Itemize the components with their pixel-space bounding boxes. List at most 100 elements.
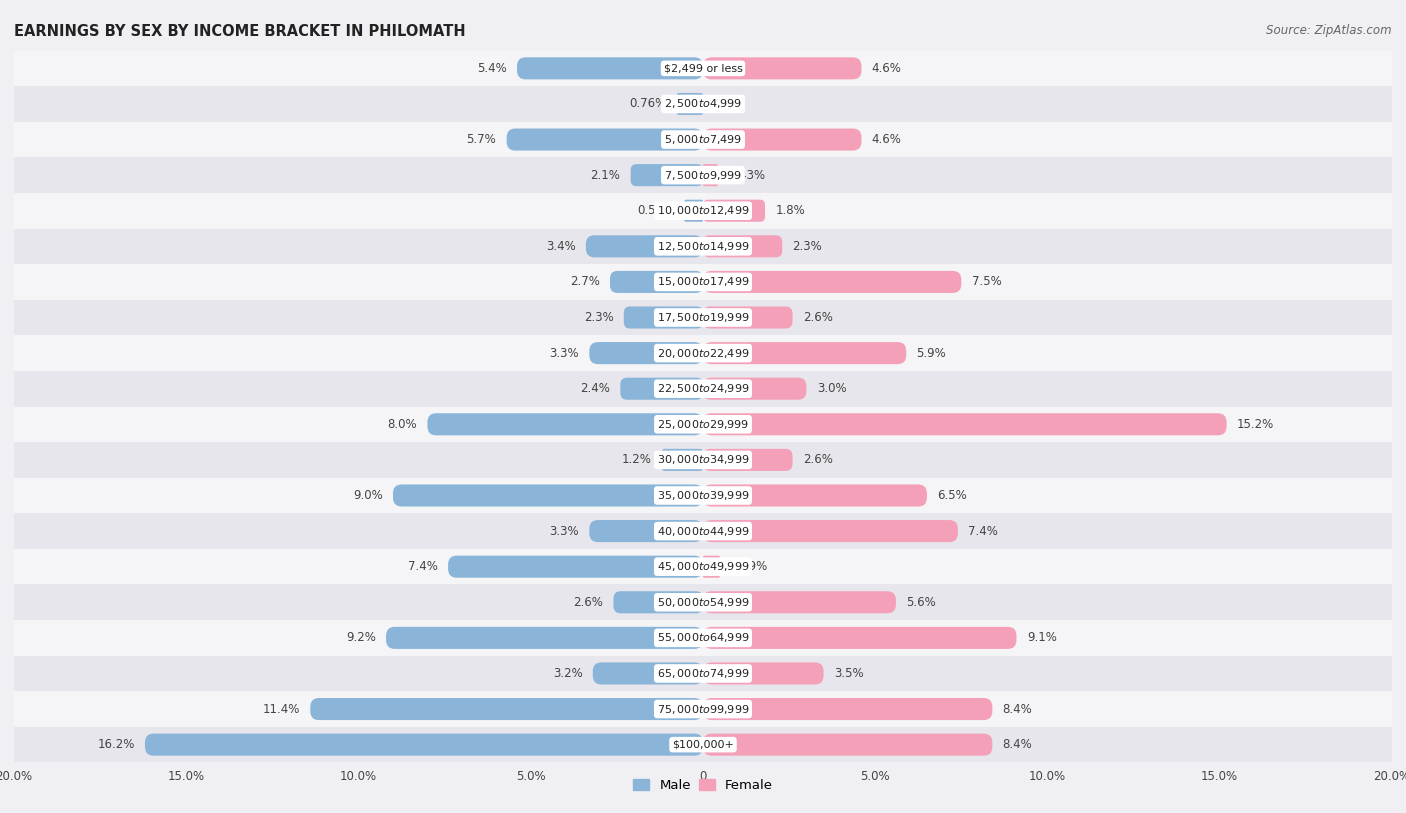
Legend: Male, Female: Male, Female bbox=[627, 773, 779, 797]
Text: 2.1%: 2.1% bbox=[591, 168, 620, 181]
Bar bbox=[14, 549, 1392, 585]
Bar bbox=[14, 228, 1392, 264]
Text: 1.2%: 1.2% bbox=[621, 454, 651, 467]
Text: 3.3%: 3.3% bbox=[550, 346, 579, 359]
FancyBboxPatch shape bbox=[589, 520, 703, 542]
Bar bbox=[14, 300, 1392, 335]
FancyBboxPatch shape bbox=[703, 235, 782, 258]
Text: 9.1%: 9.1% bbox=[1026, 632, 1057, 645]
FancyBboxPatch shape bbox=[631, 164, 703, 186]
Text: $20,000 to $22,499: $20,000 to $22,499 bbox=[657, 346, 749, 359]
FancyBboxPatch shape bbox=[703, 342, 907, 364]
Text: $22,500 to $24,999: $22,500 to $24,999 bbox=[657, 382, 749, 395]
Text: $2,499 or less: $2,499 or less bbox=[664, 63, 742, 73]
Text: 8.4%: 8.4% bbox=[1002, 702, 1032, 715]
Text: 9.2%: 9.2% bbox=[346, 632, 375, 645]
Bar bbox=[14, 585, 1392, 620]
Bar bbox=[14, 86, 1392, 122]
FancyBboxPatch shape bbox=[703, 413, 1226, 435]
FancyBboxPatch shape bbox=[703, 58, 862, 80]
FancyBboxPatch shape bbox=[676, 93, 703, 115]
Bar bbox=[14, 478, 1392, 513]
Text: 15.2%: 15.2% bbox=[1237, 418, 1274, 431]
FancyBboxPatch shape bbox=[703, 128, 862, 150]
Text: 0.54%: 0.54% bbox=[637, 204, 673, 217]
Text: 8.4%: 8.4% bbox=[1002, 738, 1032, 751]
Bar bbox=[14, 158, 1392, 193]
FancyBboxPatch shape bbox=[311, 698, 703, 720]
FancyBboxPatch shape bbox=[589, 342, 703, 364]
Text: $12,500 to $14,999: $12,500 to $14,999 bbox=[657, 240, 749, 253]
Bar bbox=[14, 50, 1392, 86]
Text: 4.6%: 4.6% bbox=[872, 133, 901, 146]
Bar bbox=[14, 406, 1392, 442]
Bar bbox=[14, 691, 1392, 727]
FancyBboxPatch shape bbox=[427, 413, 703, 435]
Text: 5.4%: 5.4% bbox=[477, 62, 506, 75]
Bar bbox=[14, 122, 1392, 158]
FancyBboxPatch shape bbox=[586, 235, 703, 258]
Text: 3.2%: 3.2% bbox=[553, 667, 582, 680]
FancyBboxPatch shape bbox=[703, 698, 993, 720]
FancyBboxPatch shape bbox=[703, 733, 993, 755]
Text: $25,000 to $29,999: $25,000 to $29,999 bbox=[657, 418, 749, 431]
FancyBboxPatch shape bbox=[517, 58, 703, 80]
Text: 16.2%: 16.2% bbox=[97, 738, 135, 751]
Text: 3.3%: 3.3% bbox=[550, 524, 579, 537]
Bar bbox=[14, 727, 1392, 763]
Bar bbox=[14, 335, 1392, 371]
Text: $40,000 to $44,999: $40,000 to $44,999 bbox=[657, 524, 749, 537]
Text: 2.3%: 2.3% bbox=[793, 240, 823, 253]
Text: 0.0%: 0.0% bbox=[713, 98, 742, 111]
Text: $65,000 to $74,999: $65,000 to $74,999 bbox=[657, 667, 749, 680]
Text: 7.4%: 7.4% bbox=[969, 524, 998, 537]
Text: 5.6%: 5.6% bbox=[907, 596, 936, 609]
Text: 0.49%: 0.49% bbox=[730, 560, 768, 573]
FancyBboxPatch shape bbox=[703, 271, 962, 293]
Text: $15,000 to $17,499: $15,000 to $17,499 bbox=[657, 276, 749, 289]
Bar bbox=[14, 371, 1392, 406]
Bar bbox=[14, 620, 1392, 655]
FancyBboxPatch shape bbox=[145, 733, 703, 755]
FancyBboxPatch shape bbox=[703, 591, 896, 613]
FancyBboxPatch shape bbox=[703, 378, 807, 400]
Text: 2.4%: 2.4% bbox=[581, 382, 610, 395]
Text: $2,500 to $4,999: $2,500 to $4,999 bbox=[664, 98, 742, 111]
FancyBboxPatch shape bbox=[449, 555, 703, 578]
Bar bbox=[14, 442, 1392, 478]
Text: $100,000+: $100,000+ bbox=[672, 740, 734, 750]
FancyBboxPatch shape bbox=[703, 485, 927, 506]
FancyBboxPatch shape bbox=[624, 307, 703, 328]
Text: 3.4%: 3.4% bbox=[546, 240, 575, 253]
Text: 2.3%: 2.3% bbox=[583, 311, 613, 324]
Text: $7,500 to $9,999: $7,500 to $9,999 bbox=[664, 168, 742, 181]
Bar bbox=[14, 264, 1392, 300]
Text: 8.0%: 8.0% bbox=[388, 418, 418, 431]
Bar bbox=[14, 193, 1392, 228]
Text: 0.43%: 0.43% bbox=[728, 168, 765, 181]
Text: 9.0%: 9.0% bbox=[353, 489, 382, 502]
FancyBboxPatch shape bbox=[506, 128, 703, 150]
FancyBboxPatch shape bbox=[392, 485, 703, 506]
FancyBboxPatch shape bbox=[703, 307, 793, 328]
FancyBboxPatch shape bbox=[593, 663, 703, 685]
FancyBboxPatch shape bbox=[703, 520, 957, 542]
Text: 2.6%: 2.6% bbox=[803, 311, 832, 324]
FancyBboxPatch shape bbox=[703, 200, 765, 222]
FancyBboxPatch shape bbox=[703, 627, 1017, 649]
Text: 0.76%: 0.76% bbox=[630, 98, 666, 111]
Text: 11.4%: 11.4% bbox=[263, 702, 299, 715]
Text: 1.8%: 1.8% bbox=[775, 204, 806, 217]
Text: $45,000 to $49,999: $45,000 to $49,999 bbox=[657, 560, 749, 573]
Text: $5,000 to $7,499: $5,000 to $7,499 bbox=[664, 133, 742, 146]
FancyBboxPatch shape bbox=[703, 164, 718, 186]
Text: Source: ZipAtlas.com: Source: ZipAtlas.com bbox=[1267, 24, 1392, 37]
FancyBboxPatch shape bbox=[387, 627, 703, 649]
Text: $17,500 to $19,999: $17,500 to $19,999 bbox=[657, 311, 749, 324]
FancyBboxPatch shape bbox=[703, 449, 793, 471]
Text: $35,000 to $39,999: $35,000 to $39,999 bbox=[657, 489, 749, 502]
FancyBboxPatch shape bbox=[620, 378, 703, 400]
Text: 2.6%: 2.6% bbox=[803, 454, 832, 467]
Text: 5.7%: 5.7% bbox=[467, 133, 496, 146]
Text: 4.6%: 4.6% bbox=[872, 62, 901, 75]
